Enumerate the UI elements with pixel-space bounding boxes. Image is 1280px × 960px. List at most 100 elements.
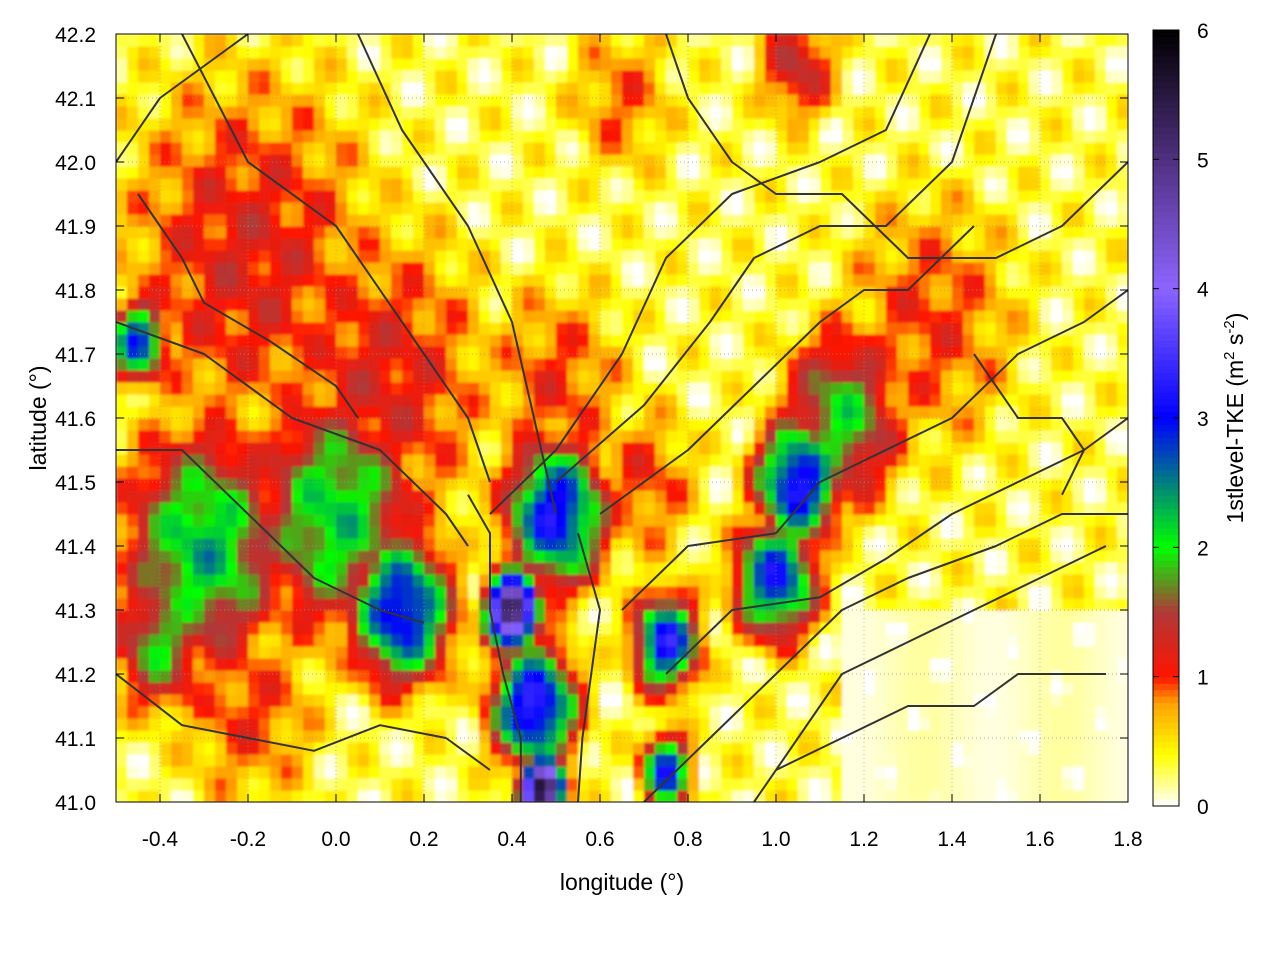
heatmap-cell [996,790,1008,802]
heatmap-cell [193,730,205,743]
heatmap-cell [875,394,887,407]
heatmap-cell [1040,718,1052,731]
heatmap-cell [1007,658,1019,671]
heatmap-cell [963,610,975,623]
heatmap-cell [380,574,392,587]
heatmap-cell [490,178,502,191]
heatmap-cell [1084,358,1096,371]
heatmap-cell [974,490,986,503]
heatmap-cell [611,682,623,695]
heatmap-cell [974,262,986,275]
heatmap-cell [721,658,733,671]
heatmap-cell [556,310,568,323]
heatmap-cell [930,238,942,251]
heatmap-cell [479,166,491,179]
heatmap-cell [1062,502,1074,515]
heatmap-cell [1062,466,1074,479]
heatmap-cell [369,202,381,215]
heatmap-cell [490,166,502,179]
heatmap-cell [226,526,238,539]
heatmap-cell [545,190,557,203]
heatmap-cell [248,610,260,623]
heatmap-cell [908,730,920,743]
heatmap-cell [545,718,557,731]
heatmap-cell [149,466,161,479]
heatmap-cell [622,166,634,179]
heatmap-cell [600,670,612,683]
heatmap-cell [985,742,997,755]
heatmap-cell [897,646,909,659]
heatmap-cell [600,250,612,263]
heatmap-cell [369,670,381,683]
heatmap-cell [908,706,920,719]
heatmap-cell [952,742,964,755]
heatmap-cell [303,466,315,479]
heatmap-cell [732,190,744,203]
heatmap-cell [1051,490,1063,503]
heatmap-cell [655,286,667,299]
heatmap-cell [446,334,458,347]
heatmap-cell [215,358,227,371]
heatmap-cell [457,178,469,191]
heatmap-cell [369,766,381,779]
heatmap-cell [446,346,458,359]
heatmap-cell [512,334,524,347]
heatmap-cell [1018,622,1030,635]
heatmap-cell [248,154,260,167]
heatmap-cell [457,334,469,347]
heatmap-cell [996,718,1008,731]
heatmap-cell [413,670,425,683]
heatmap-cell [182,418,194,431]
heatmap-cell [721,562,733,575]
heatmap-cell [842,166,854,179]
heatmap-cell [787,466,799,479]
heatmap-cell [677,526,689,539]
heatmap-cell [1084,634,1096,647]
heatmap-cell [886,778,898,791]
heatmap-cell [116,694,128,707]
heatmap-cell [842,754,854,767]
heatmap-cell [501,610,513,623]
heatmap-cell [314,790,326,802]
heatmap-cell [1073,406,1085,419]
heatmap-cell [402,442,414,455]
heatmap-cell [182,562,194,575]
heatmap-cell [380,562,392,575]
heatmap-cell [908,538,920,551]
heatmap-cell [776,322,788,335]
heatmap-cell [589,538,601,551]
heatmap-cell [842,466,854,479]
heatmap-cell [732,214,744,227]
heatmap-cell [963,766,975,779]
heatmap-cell [490,574,502,587]
heatmap-cell [237,238,249,251]
heatmap-cell [600,382,612,395]
heatmap-cell [1106,286,1118,299]
heatmap-cell [127,214,139,227]
heatmap-cell [193,490,205,503]
heatmap-cell [171,382,183,395]
heatmap-cell [721,178,733,191]
heatmap-cell [138,766,150,779]
heatmap-cell [721,370,733,383]
heatmap-cell [974,574,986,587]
heatmap-cell [765,778,777,791]
heatmap-cell [523,202,535,215]
heatmap-cell [611,586,623,599]
heatmap-cell [226,490,238,503]
heatmap-cell [501,634,513,647]
heatmap-cell [1062,514,1074,527]
heatmap-cell [611,514,623,527]
heatmap-cell [270,598,282,611]
heatmap-cell [820,742,832,755]
heatmap-cell [446,778,458,791]
heatmap-cell [1007,622,1019,635]
heatmap-cell [501,286,513,299]
heatmap-cell [501,322,513,335]
heatmap-cell [193,178,205,191]
heatmap-cell [270,154,282,167]
heatmap-cell [545,262,557,275]
heatmap-cell [534,310,546,323]
heatmap-cell [237,274,249,287]
heatmap-cell [1106,238,1118,251]
